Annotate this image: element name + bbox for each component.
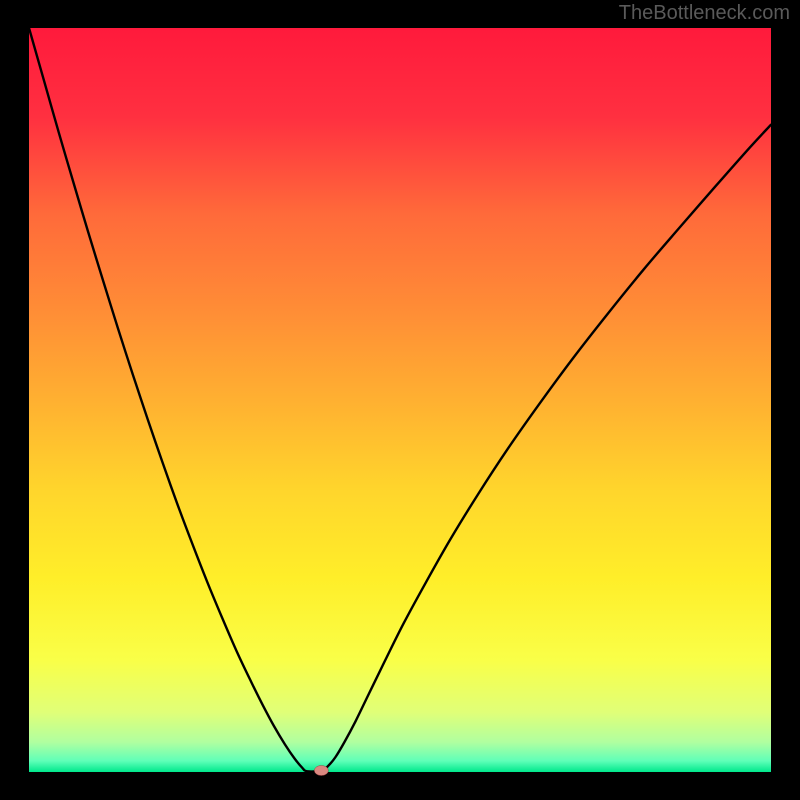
bottleneck-chart	[0, 0, 800, 800]
watermark-text: TheBottleneck.com	[619, 2, 790, 25]
optimal-point-marker	[314, 766, 328, 776]
